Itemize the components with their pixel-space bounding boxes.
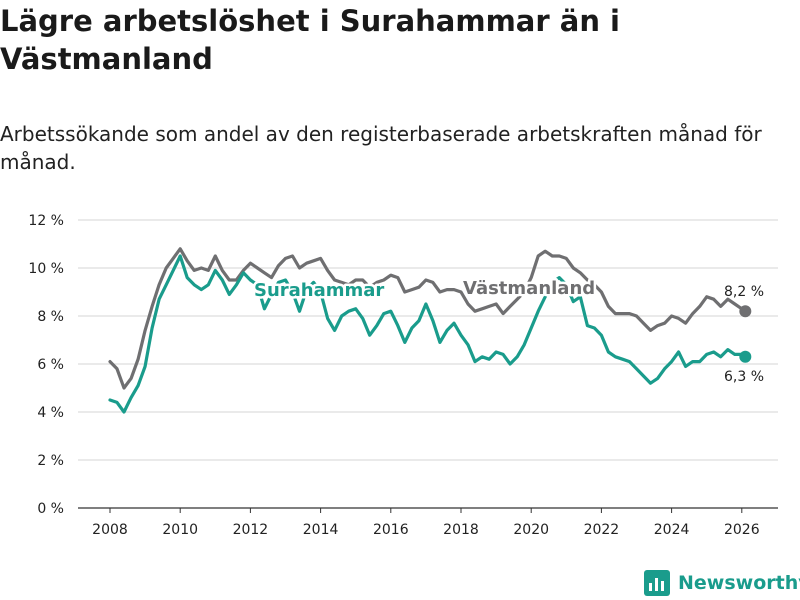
- end-label-surahammar: 6,3 %: [724, 369, 764, 385]
- newsworthy-logo: Newsworthy: [644, 568, 800, 598]
- x-tick-label: 2008: [92, 522, 128, 538]
- x-tick-label: 2022: [584, 522, 620, 538]
- series-line-vastmanland: [108, 247, 747, 390]
- gridlines: [78, 219, 778, 509]
- y-tick-label: 10 %: [28, 261, 64, 277]
- y-tick-label: 0 %: [37, 501, 64, 517]
- y-axis-ticks: 0 % 2 % 4 % 6 % 8 % 10 % 12 %: [28, 213, 64, 517]
- series-label-vastmanland: Västmanland: [463, 278, 595, 299]
- x-tick-label: 2014: [303, 522, 339, 538]
- x-tick-label: 2018: [443, 522, 479, 538]
- y-tick-label: 12 %: [28, 213, 64, 229]
- series-labels: Surahammar Västmanland 8,2 % 6,3 %: [252, 276, 765, 386]
- x-tick-label: 2020: [513, 522, 549, 538]
- y-tick-label: 2 %: [37, 453, 64, 469]
- y-tick-label: 4 %: [37, 405, 64, 421]
- end-label-vastmanland: 8,2 %: [724, 284, 764, 300]
- x-tick-label: 2010: [162, 522, 198, 538]
- y-tick-label: 6 %: [37, 357, 64, 373]
- series-endpoint-surahammar: [739, 350, 752, 363]
- series-label-surahammar: Surahammar: [254, 280, 384, 301]
- chart-subtitle: Arbetssökande som andel av den registerb…: [0, 122, 762, 174]
- logo-text: Newsworthy: [678, 572, 800, 594]
- y-tick-label: 8 %: [37, 309, 64, 325]
- x-tick-label: 2016: [373, 522, 409, 538]
- x-tick-label: 2026: [724, 522, 760, 538]
- x-tick-label: 2012: [233, 522, 269, 538]
- newsworthy-bars-icon: [644, 570, 670, 596]
- series-lines: [108, 247, 752, 414]
- chart-title: Lägre arbetslöshet i Surahammar än i Väs…: [0, 4, 621, 76]
- x-axis-ticks: 2008 2010 2012 2014 2016 2018 2020 2022 2024 2026: [92, 508, 760, 538]
- series-endpoint-vastmanland: [739, 305, 752, 318]
- x-tick-label: 2024: [654, 522, 690, 538]
- series-line-surahammar: [108, 254, 747, 414]
